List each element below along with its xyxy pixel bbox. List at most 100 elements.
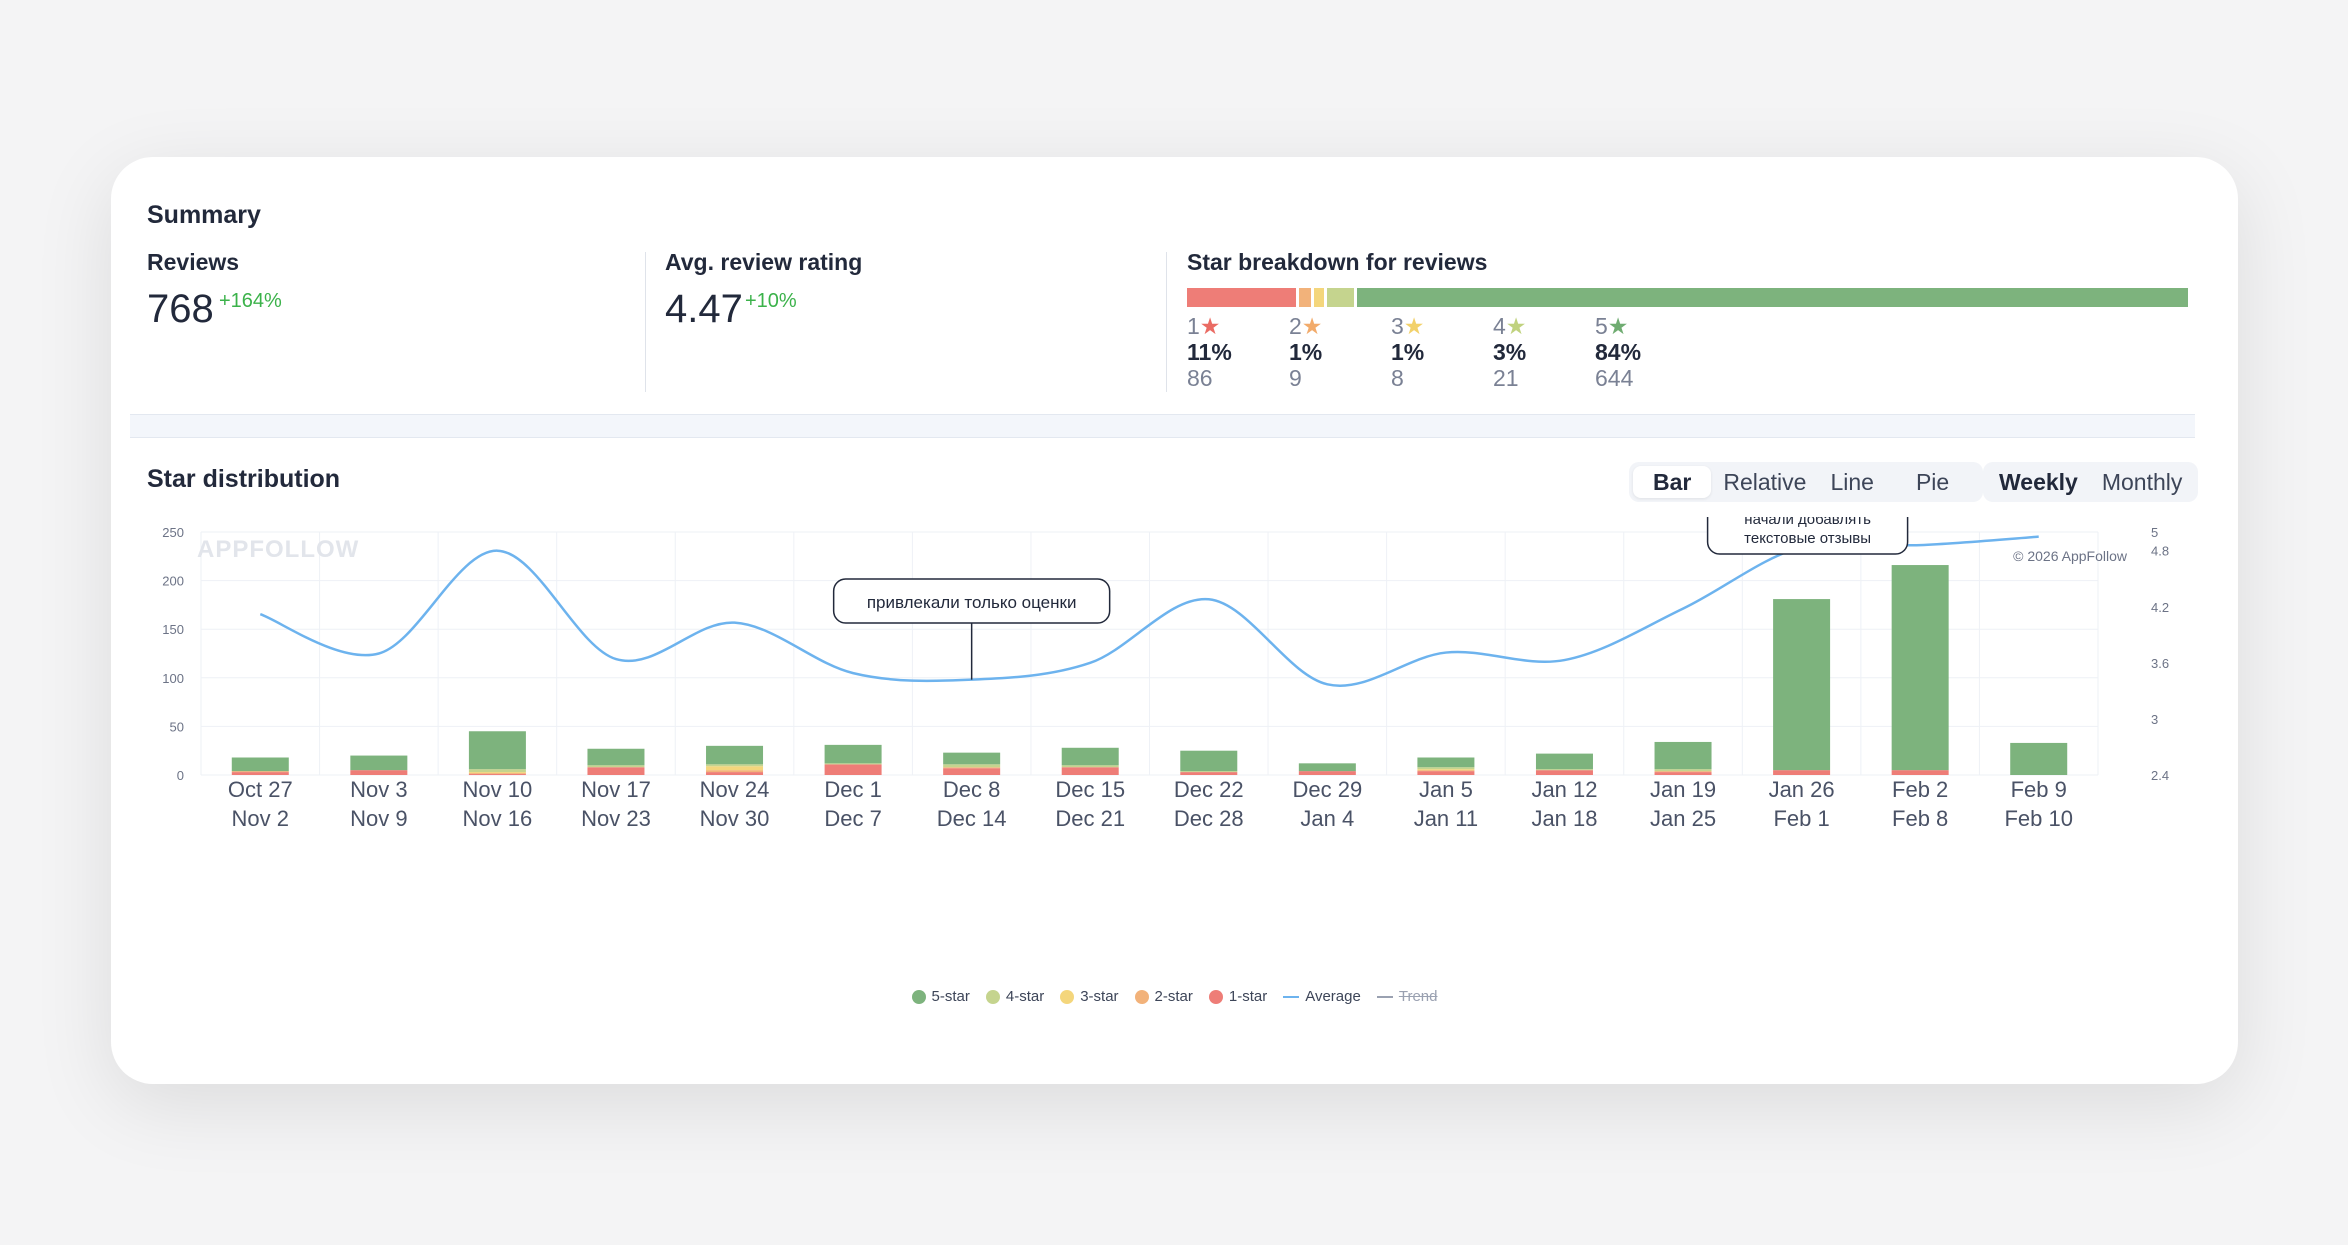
x-tick-label-end: Dec 14 bbox=[937, 806, 1007, 831]
period-weekly-button[interactable]: Weekly bbox=[1999, 469, 2078, 495]
legend-line-icon bbox=[1283, 995, 1300, 998]
breakdown-segment-4-star bbox=[1326, 288, 1354, 307]
bar-segment-5-star bbox=[1180, 750, 1238, 772]
x-tick-label-end: Dec 28 bbox=[1174, 806, 1244, 831]
watermark: APPFOLLOW bbox=[197, 536, 359, 563]
bar-segment-5-star bbox=[1654, 741, 1712, 770]
avg-rating-label: Avg. review rating bbox=[665, 249, 863, 275]
x-tick-label-end: Nov 9 bbox=[350, 806, 407, 831]
x-tick-label-start: Nov 10 bbox=[463, 777, 533, 802]
star-number: 5 bbox=[1595, 313, 1608, 339]
x-tick-label-start: Nov 17 bbox=[581, 777, 651, 802]
y-left-tick-label: 150 bbox=[162, 622, 184, 637]
x-tick-label-end: Jan 18 bbox=[1531, 806, 1597, 831]
x-tick-label-start: Dec 8 bbox=[943, 777, 1000, 802]
bar-segment-5-star bbox=[943, 752, 1001, 765]
bar-segment-2-star bbox=[943, 767, 1001, 769]
bar-segment-5-star bbox=[2010, 742, 2068, 775]
y-left-tick-label: 200 bbox=[162, 574, 184, 589]
breakdown-segment-2-star bbox=[1299, 288, 1312, 307]
x-tick-label-start: Jan 5 bbox=[1419, 777, 1473, 802]
chart-type-pie-button[interactable]: Pie bbox=[1915, 469, 1950, 495]
bar-segment-1-star bbox=[587, 767, 645, 775]
legend-label: 3-star bbox=[1080, 988, 1119, 1005]
x-tick-label-start: Dec 29 bbox=[1292, 777, 1362, 802]
bar-segment-4-star bbox=[1654, 769, 1712, 772]
bar-segment-2-star bbox=[706, 770, 764, 773]
star-label: 3★ bbox=[1391, 313, 1491, 339]
x-tick-label-start: Jan 12 bbox=[1531, 777, 1597, 802]
summary-title: Summary bbox=[147, 201, 261, 229]
breakdown-column-3-star: 3★ 1% 8 bbox=[1391, 313, 1491, 391]
bar-segment-5-star bbox=[1417, 757, 1475, 768]
x-tick-label-end: Feb 1 bbox=[1773, 806, 1829, 831]
x-tick-label-start: Dec 1 bbox=[824, 777, 881, 802]
star-number: 2 bbox=[1289, 313, 1302, 339]
legend-item-5-star[interactable]: 5-star bbox=[911, 988, 970, 1005]
annotation-text: начали добавлять bbox=[1744, 517, 1871, 528]
legend-label: 5-star bbox=[931, 988, 970, 1005]
x-tick-label-start: Feb 2 bbox=[1892, 777, 1948, 802]
chart-type-bar-button[interactable]: Bar bbox=[1633, 466, 1712, 498]
legend-item-average[interactable]: Average bbox=[1283, 988, 1361, 1005]
bar-segment-2-star bbox=[231, 771, 289, 773]
bar-segment-1-star bbox=[1180, 772, 1238, 775]
legend-dot-icon bbox=[1208, 989, 1223, 1004]
x-tick-label-start: Jan 19 bbox=[1650, 777, 1716, 802]
avg-rating-delta: +10% bbox=[745, 290, 797, 312]
y-right-tick-label: 4.2 bbox=[2151, 600, 2169, 615]
y-left-tick-label: 250 bbox=[162, 525, 184, 540]
bar-segment-1-star bbox=[1061, 767, 1119, 775]
legend-item-trend[interactable]: Trend bbox=[1376, 988, 1438, 1005]
bar-segment-4-star bbox=[824, 763, 882, 765]
legend-item-4-star[interactable]: 4-star bbox=[985, 988, 1045, 1005]
x-tick-label-end: Nov 23 bbox=[581, 806, 651, 831]
bar-segment-3-star bbox=[468, 772, 526, 774]
reviews-label: Reviews bbox=[147, 249, 240, 275]
bar-segment-1-star bbox=[231, 772, 289, 775]
bar-segment-5-star bbox=[587, 748, 645, 766]
bar-segment-2-star bbox=[1654, 771, 1712, 773]
star-icon: ★ bbox=[1505, 313, 1527, 339]
legend-label: 4-star bbox=[1005, 988, 1045, 1005]
divider bbox=[1166, 252, 1167, 392]
bar-segment-1-star bbox=[468, 774, 526, 776]
x-tick-label-end: Dec 21 bbox=[1055, 806, 1125, 831]
section-divider-band bbox=[130, 414, 2195, 438]
chart-type-toggle: Bar Relative Line Pie bbox=[1629, 462, 1984, 502]
star-percent: 84% bbox=[1595, 339, 1642, 365]
y-left-tick-label: 0 bbox=[177, 768, 184, 783]
star-breakdown-bar bbox=[1187, 288, 2191, 307]
period-monthly-button[interactable]: Monthly bbox=[2101, 469, 2183, 495]
star-label: 2★ bbox=[1289, 313, 1389, 339]
x-tick-label-start: Oct 27 bbox=[228, 777, 293, 802]
chart-type-relative-button[interactable]: Relative bbox=[1723, 469, 1807, 495]
legend-dot-icon bbox=[1060, 989, 1075, 1004]
y-right-tick-label: 5 bbox=[2151, 525, 2158, 540]
breakdown-segment-5-star bbox=[1356, 288, 2189, 307]
breakdown-segment-3-star bbox=[1314, 288, 1324, 307]
star-label: 5★ bbox=[1595, 313, 1695, 339]
x-tick-label-start: Nov 3 bbox=[350, 777, 407, 802]
bar-segment-5-star bbox=[1891, 565, 1949, 771]
x-tick-label-end: Nov 16 bbox=[463, 806, 533, 831]
bar-segment-1-star bbox=[1417, 771, 1475, 775]
bar-segment-4-star bbox=[587, 765, 645, 768]
reviews-delta: +164% bbox=[219, 290, 282, 312]
star-distribution-title: Star distribution bbox=[147, 465, 341, 493]
x-tick-label-start: Jan 26 bbox=[1769, 777, 1835, 802]
chart-type-line-button[interactable]: Line bbox=[1830, 469, 1874, 495]
copyright: © 2026 AppFollow bbox=[2013, 548, 2128, 564]
legend-item-1-star[interactable]: 1-star bbox=[1208, 988, 1267, 1005]
breakdown-segment-1-star bbox=[1187, 288, 1297, 307]
legend-line-icon bbox=[1376, 995, 1393, 998]
star-icon: ★ bbox=[1199, 313, 1221, 339]
annotation-box bbox=[1706, 517, 1909, 555]
legend-item-2-star[interactable]: 2-star bbox=[1134, 988, 1193, 1005]
legend-item-3-star[interactable]: 3-star bbox=[1060, 988, 1119, 1005]
legend-label: Trend bbox=[1398, 988, 1438, 1005]
bar-segment-4-star bbox=[1535, 769, 1593, 771]
legend-dot-icon bbox=[1134, 989, 1149, 1004]
avg-rating-value: 4.47 bbox=[665, 287, 743, 331]
average-line bbox=[259, 535, 2039, 687]
